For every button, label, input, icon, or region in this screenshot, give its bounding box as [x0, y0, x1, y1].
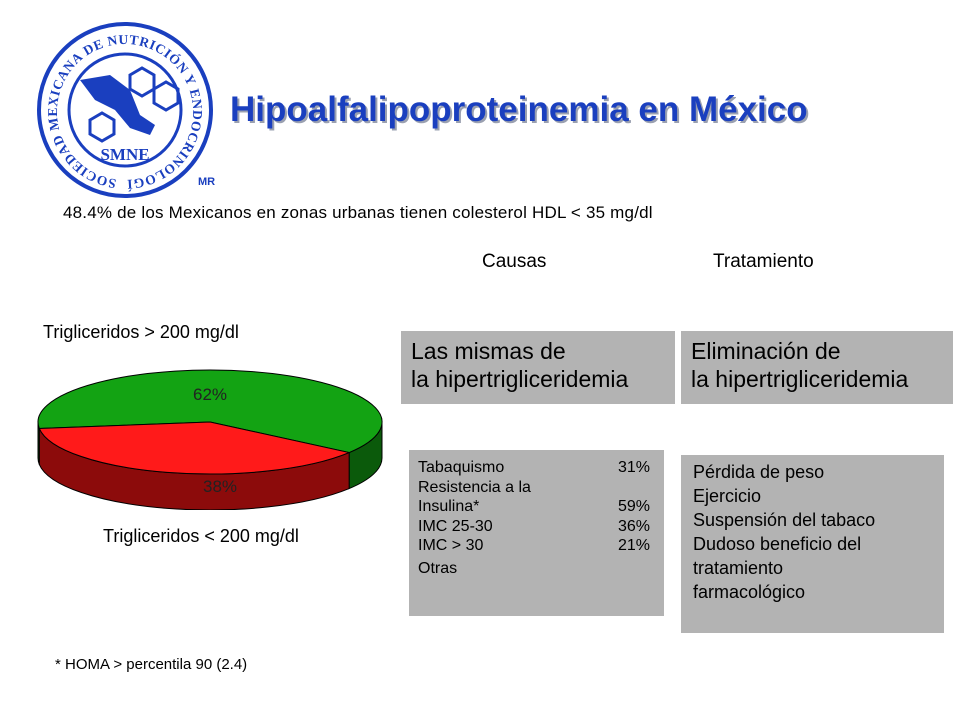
list-item: Pérdida de peso	[693, 462, 825, 482]
list-item: farmacológico	[693, 582, 806, 602]
smne-logo: SOCIEDAD MEXICANA DE NUTRICIÓN Y ENDOCRI…	[30, 20, 215, 198]
list-item: Insulina* 59%	[418, 497, 664, 517]
causas-main-line-1: Las mismas de	[411, 338, 566, 364]
mexico-map-icon	[80, 75, 155, 135]
cause-label: IMC > 30	[418, 537, 484, 554]
list-item: Otras	[418, 559, 664, 579]
pie-label-low: Trigliceridos < 200 mg/dl	[103, 526, 299, 546]
cause-pct	[598, 559, 650, 579]
pie-slice-red	[38, 421, 351, 475]
logo-abbrev: SMNE	[100, 145, 149, 164]
cause-label: Tabaquismo	[418, 459, 505, 476]
cause-label: IMC 25-30	[418, 517, 493, 535]
list-item: Resistencia a la	[418, 478, 664, 498]
list-item: Tabaquismo 31%	[418, 458, 664, 478]
cause-label: Insulina*	[418, 498, 480, 515]
list-item: tratamiento	[693, 558, 784, 578]
causas-main-line-2: la hipertrigliceridemia	[411, 366, 629, 392]
footnote: * HOMA > percentila 90 (2.4)	[55, 656, 248, 673]
causas-list-box: Tabaquismo 31% Resistencia a la Insulina…	[409, 450, 664, 616]
list-item: Dudoso beneficio del	[693, 534, 862, 554]
tratamiento-main-box: Eliminación de la hipertrigliceridemia	[681, 331, 953, 404]
cause-pct: 59%	[617, 498, 650, 515]
tratamiento-main-line-1: Eliminación de	[691, 338, 841, 364]
list-item: IMC 25-30 36%	[418, 517, 664, 537]
pie-chart: 62% 38%	[37, 369, 383, 510]
list-item: Suspensión del tabaco	[693, 510, 876, 530]
tratamiento-list-box: Pérdida de peso Ejercicio Suspensión del…	[681, 455, 944, 633]
list-item: Ejercicio	[693, 486, 762, 506]
cause-label: Resistencia a la	[418, 478, 531, 496]
cause-label: Otras	[418, 559, 458, 577]
pie-value-label: 38%	[203, 477, 237, 496]
tratamiento-main-line-2: la hipertrigliceridemia	[691, 366, 909, 392]
pie-slice-green	[37, 369, 383, 454]
cause-pct: 21%	[617, 537, 650, 554]
tratamiento-header: Tratamiento	[713, 251, 814, 272]
subtitle: 48.4% de los Mexicanos en zonas urbanas …	[63, 203, 653, 222]
causas-main-box: Las mismas de la hipertrigliceridemia	[401, 331, 675, 404]
pie-value-label: 62%	[193, 385, 227, 404]
pie-label-high: Trigliceridos > 200 mg/dl	[43, 322, 239, 342]
causas-header: Causas	[482, 251, 547, 272]
logo-mark: MR	[198, 176, 215, 188]
cause-pct: 36%	[617, 517, 650, 535]
page-title: Hipoalfalipoproteinemia en México	[230, 90, 808, 129]
hexagon-icon	[88, 66, 180, 143]
list-item: IMC > 30 21%	[418, 536, 664, 556]
cause-pct	[598, 478, 650, 498]
cause-pct: 31%	[617, 459, 650, 476]
